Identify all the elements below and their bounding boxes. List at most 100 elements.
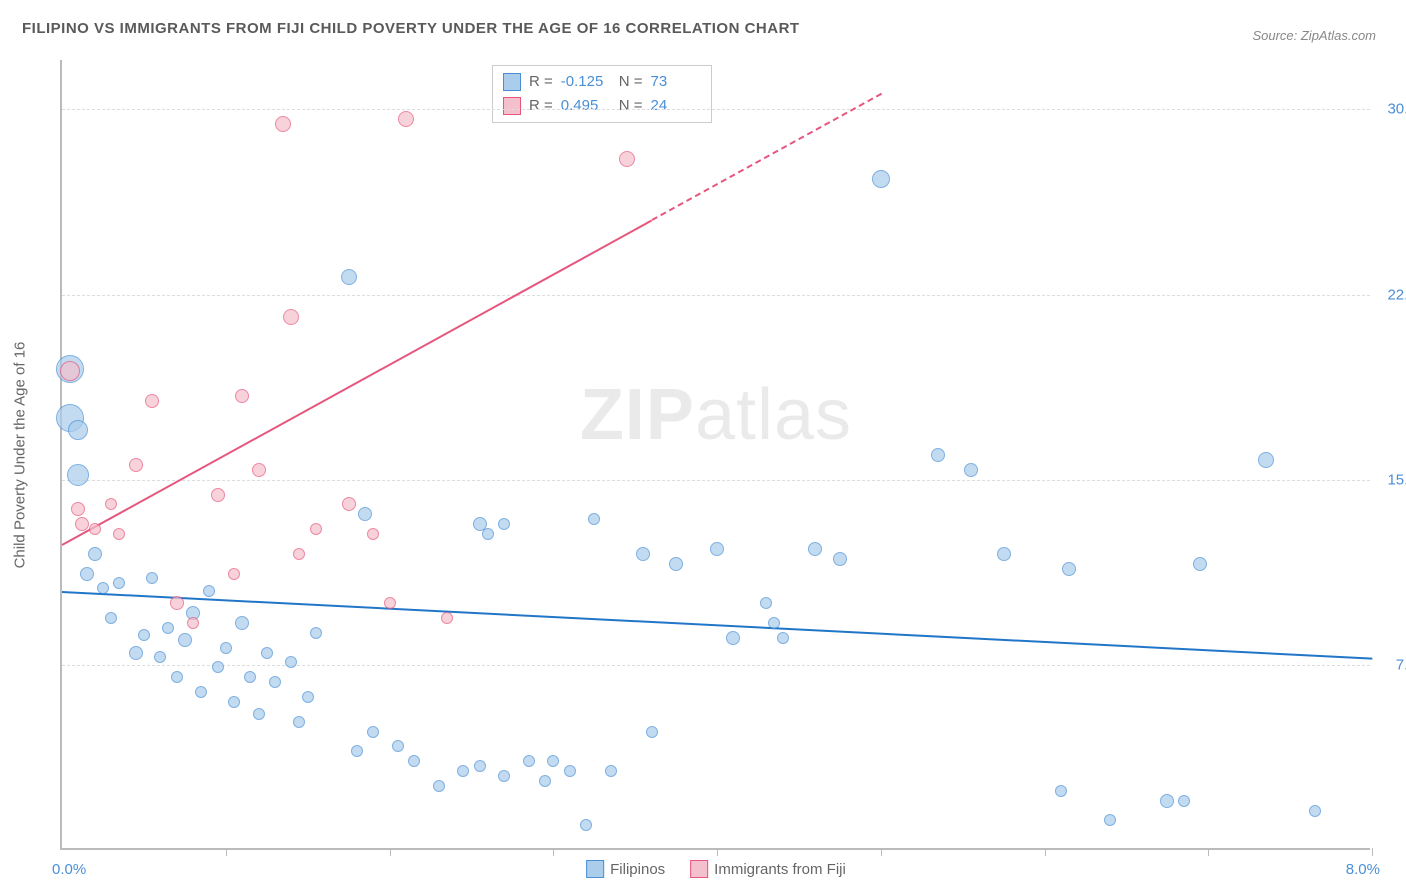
data-point [244, 671, 256, 683]
x-tick [717, 848, 718, 856]
data-point [113, 528, 125, 540]
data-point [619, 151, 635, 167]
data-point [482, 528, 494, 540]
data-point [833, 552, 847, 566]
data-point [171, 671, 183, 683]
data-point [178, 633, 192, 647]
data-point [60, 361, 80, 381]
data-point [235, 389, 249, 403]
data-point [302, 691, 314, 703]
stats-row-2: R = 0.495 N = 24 [503, 94, 701, 118]
data-point [457, 765, 469, 777]
stats-row-1: R = -0.125 N = 73 [503, 70, 701, 94]
data-point [154, 651, 166, 663]
r-label-1: R = [529, 70, 553, 94]
y-tick-label: 22.5% [1380, 286, 1406, 303]
data-point [523, 755, 535, 767]
swatch-series-1 [503, 73, 521, 91]
data-point [228, 696, 240, 708]
data-point [211, 488, 225, 502]
plot-container: Child Poverty Under the Age of 16 ZIPatl… [60, 60, 1370, 850]
data-point [252, 463, 266, 477]
r-label-2: R = [529, 94, 553, 118]
x-tick [1372, 848, 1373, 856]
y-tick-label: 7.5% [1380, 656, 1406, 673]
x-tick [1045, 848, 1046, 856]
data-point [358, 507, 372, 521]
data-point [67, 464, 89, 486]
data-point [342, 497, 356, 511]
data-point [97, 582, 109, 594]
data-point [997, 547, 1011, 561]
x-tick [1208, 848, 1209, 856]
data-point [498, 770, 510, 782]
data-point [89, 523, 101, 535]
data-point [768, 617, 780, 629]
data-point [88, 547, 102, 561]
data-point [253, 708, 265, 720]
n-value-2: 24 [651, 94, 701, 118]
data-point [1062, 562, 1076, 576]
data-point [269, 676, 281, 688]
data-point [293, 716, 305, 728]
trend-line [62, 220, 652, 546]
gridline [62, 295, 1370, 296]
data-point [1178, 795, 1190, 807]
gridline [62, 109, 1370, 110]
data-point [310, 523, 322, 535]
data-point [392, 740, 404, 752]
data-point [726, 631, 740, 645]
x-tick [881, 848, 882, 856]
source-attribution: Source: ZipAtlas.com [1252, 28, 1376, 43]
data-point [228, 568, 240, 580]
data-point [162, 622, 174, 634]
data-point [808, 542, 822, 556]
data-point [170, 596, 184, 610]
trend-line [62, 591, 1372, 660]
r-value-2: 0.495 [561, 94, 611, 118]
data-point [220, 642, 232, 654]
gridline [62, 480, 1370, 481]
data-point [212, 661, 224, 673]
data-point [547, 755, 559, 767]
legend-label-2: Immigrants from Fiji [714, 861, 846, 878]
y-tick-label: 15.0% [1380, 471, 1406, 488]
data-point [285, 656, 297, 668]
data-point [433, 780, 445, 792]
data-point [71, 502, 85, 516]
data-point [441, 612, 453, 624]
data-point [138, 629, 150, 641]
plot-area: ZIPatlas R = -0.125 N = 73 R = 0.495 N =… [60, 60, 1370, 850]
data-point [367, 528, 379, 540]
legend-item-2: Immigrants from Fiji [690, 860, 846, 878]
data-point [539, 775, 551, 787]
data-point [636, 547, 650, 561]
data-point [1309, 805, 1321, 817]
data-point [1193, 557, 1207, 571]
data-point [498, 518, 510, 530]
watermark-zip: ZIP [580, 375, 695, 455]
data-point [235, 616, 249, 630]
data-point [293, 548, 305, 560]
data-point [283, 309, 299, 325]
data-point [408, 755, 420, 767]
data-point [68, 420, 88, 440]
y-tick-label: 30.0% [1380, 101, 1406, 118]
data-point [187, 617, 199, 629]
x-tick [553, 848, 554, 856]
data-point [646, 726, 658, 738]
data-point [872, 170, 890, 188]
data-point [105, 612, 117, 624]
n-label-1: N = [619, 70, 643, 94]
data-point [760, 597, 772, 609]
data-point [367, 726, 379, 738]
data-point [564, 765, 576, 777]
data-point [351, 745, 363, 757]
data-point [605, 765, 617, 777]
swatch-series-2 [503, 97, 521, 115]
data-point [129, 646, 143, 660]
legend-label-1: Filipinos [610, 861, 665, 878]
n-label-2: N = [619, 94, 643, 118]
data-point [203, 585, 215, 597]
r-value-1: -0.125 [561, 70, 611, 94]
